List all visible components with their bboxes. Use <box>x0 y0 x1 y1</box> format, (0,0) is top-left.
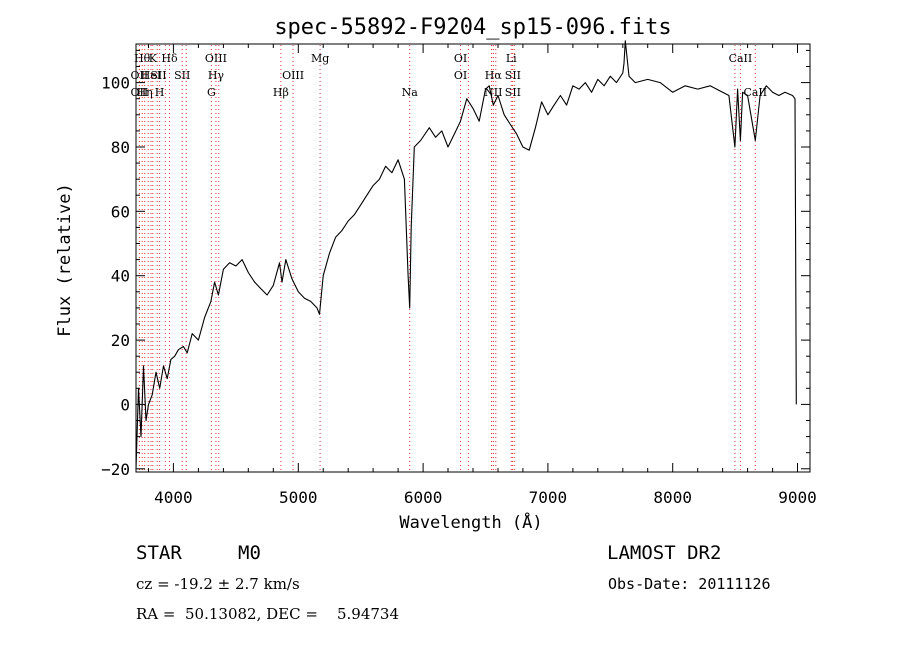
chart-title: spec-55892-F9204_sp15-096.fits <box>274 15 671 40</box>
observation-date: Obs-Date: 20111126 <box>608 575 771 593</box>
line-marker-label: HeI <box>141 69 161 82</box>
line-marker-label: SII <box>174 69 190 82</box>
redshift-velocity: cz = -19.2 ± 2.7 km/s <box>136 575 300 593</box>
plot-frame <box>135 43 811 473</box>
x-axis-label: Wavelength (Å) <box>399 511 542 533</box>
y-axis-label: Flux (relative) <box>55 183 75 337</box>
y-tick-label: 0 <box>120 395 130 414</box>
line-marker-label: K <box>149 52 158 65</box>
y-tick-label: 40 <box>111 267 130 286</box>
line-marker-label: OII <box>131 86 149 99</box>
x-tick-label: 8000 <box>653 488 692 507</box>
line-marker-label: CaII <box>729 52 753 65</box>
survey-name: LAMOST DR2 <box>607 542 722 564</box>
line-marker-label: Mg <box>311 52 329 65</box>
y-tick-label: 100 <box>101 74 130 93</box>
line-marker-label: OIII <box>205 52 227 65</box>
object-class: STAR <box>136 542 182 564</box>
line-marker-label: G <box>207 86 216 99</box>
y-tick-label: 60 <box>111 202 130 221</box>
sky-coordinates: RA = 50.13082, DEC = 5.94734 <box>136 605 399 623</box>
line-marker-label: H <box>155 86 165 99</box>
line-marker-label: Hγ <box>208 69 225 82</box>
object-subclass: M0 <box>238 542 261 564</box>
line-marker-label: SII <box>505 69 521 82</box>
x-tick-label: 7000 <box>529 488 568 507</box>
line-marker-label: CaII <box>743 86 767 99</box>
y-tick-label: 80 <box>111 138 130 157</box>
y-tick-label: −20 <box>101 460 130 479</box>
line-marker-label: Hθ <box>134 52 151 65</box>
x-tick-label: 5000 <box>279 488 318 507</box>
y-tick-label: 20 <box>111 331 130 350</box>
line-marker-label: OII <box>131 69 149 82</box>
spectrum-line <box>135 40 797 469</box>
line-marker-label: OIII <box>282 69 304 82</box>
line-marker-label: Hβ <box>273 86 289 99</box>
x-tick-label: 4000 <box>154 488 193 507</box>
x-tick-label: 6000 <box>404 488 443 507</box>
line-marker-label: SII <box>505 86 521 99</box>
line-marker-label: Li <box>506 52 517 65</box>
line-marker-label: SII <box>150 69 166 82</box>
line-marker-label: Hδ <box>161 52 178 65</box>
line-marker-label: Hη <box>137 86 153 99</box>
line-marker-label: OI <box>454 69 467 82</box>
line-marker-label: OI <box>454 52 467 65</box>
x-tick-label: 9000 <box>778 488 817 507</box>
line-marker-label: Hα <box>485 69 503 82</box>
line-marker-label: Na <box>402 86 419 99</box>
